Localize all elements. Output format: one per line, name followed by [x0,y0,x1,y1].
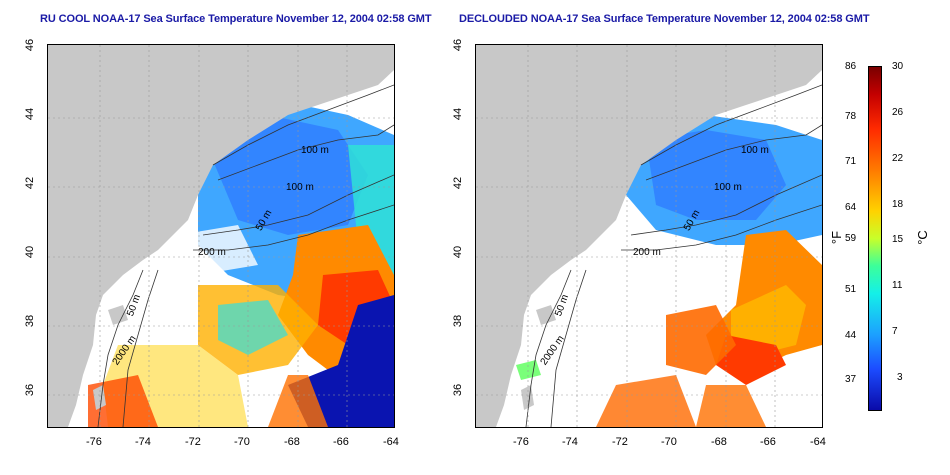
colorbar-f-tick: 59 [845,233,857,244]
colorbar-c-tick: 7 [892,326,898,337]
colorbar-c-tick: 3 [897,372,903,383]
colorbar-f-tick: 64 [845,202,857,213]
x-tick-label: -64 [383,436,399,448]
y-tick-label: 44 [452,107,465,121]
colorbar-c-tick: 15 [892,234,904,245]
y-tick-label: 38 [452,314,465,328]
x-tick-label: -68 [284,436,300,448]
raw-sst-map: 100 m 100 m 50 m 200 m 50 m 2000 m [47,44,395,428]
y-tick-label: 40 [24,245,37,259]
colorbar-f-tick: 71 [845,156,857,167]
x-tick-label: -70 [661,436,677,448]
x-tick-label: -74 [135,436,151,448]
x-tick-label: -70 [234,436,250,448]
colorbar-f-tick: 37 [845,374,857,385]
x-tick-label: -74 [562,436,578,448]
y-tick-label: 42 [452,176,465,190]
right-map-title: DECLOUDED NOAA-17 Sea Surface Temperatur… [459,13,870,25]
colorbar-f-tick: 86 [845,61,857,72]
x-tick-label: -72 [612,436,628,448]
y-tick-label: 42 [24,176,37,190]
colorbar-f-tick: 51 [845,284,857,295]
x-tick-label: -72 [185,436,201,448]
y-tick-label: 40 [452,245,465,259]
fahrenheit-unit-label: °F [829,230,845,245]
contour-label: 100 m [286,182,314,193]
y-tick-label: 38 [24,314,37,328]
colorbar-f-tick: 78 [845,111,857,122]
raw-sst-map-graphic [48,45,394,427]
contour-label: 200 m [633,247,661,258]
x-tick-label: -76 [86,436,102,448]
contour-label: 200 m [198,247,226,258]
contour-label: 100 m [301,145,329,156]
y-tick-label: 36 [24,383,37,397]
colorbar-c-tick: 30 [892,61,904,72]
colorbar-c-tick: 11 [892,280,903,291]
contour-label: 100 m [741,145,769,156]
y-tick-label: 36 [452,383,465,397]
colorbar-c-tick: 26 [892,107,904,118]
y-tick-label: 46 [24,38,37,52]
declouded-sst-map-graphic [476,45,822,427]
colorbar-c-tick: 22 [892,153,904,164]
colorbar-c-tick: 18 [892,199,904,210]
left-map-title: RU COOL NOAA-17 Sea Surface Temperature … [40,13,432,25]
colorbar-f-tick: 44 [845,330,857,341]
y-tick-label: 44 [24,107,37,121]
y-tick-label: 46 [452,38,465,52]
x-tick-label: -76 [513,436,529,448]
temperature-colorbar [868,66,882,411]
x-tick-label: -66 [760,436,776,448]
contour-label: 100 m [714,182,742,193]
x-tick-label: -68 [711,436,727,448]
x-tick-label: -66 [333,436,349,448]
x-tick-label: -64 [810,436,826,448]
declouded-sst-map: 100 m 100 m 50 m 200 m 50 m 2000 m [475,44,823,428]
celsius-unit-label: °C [914,230,930,245]
